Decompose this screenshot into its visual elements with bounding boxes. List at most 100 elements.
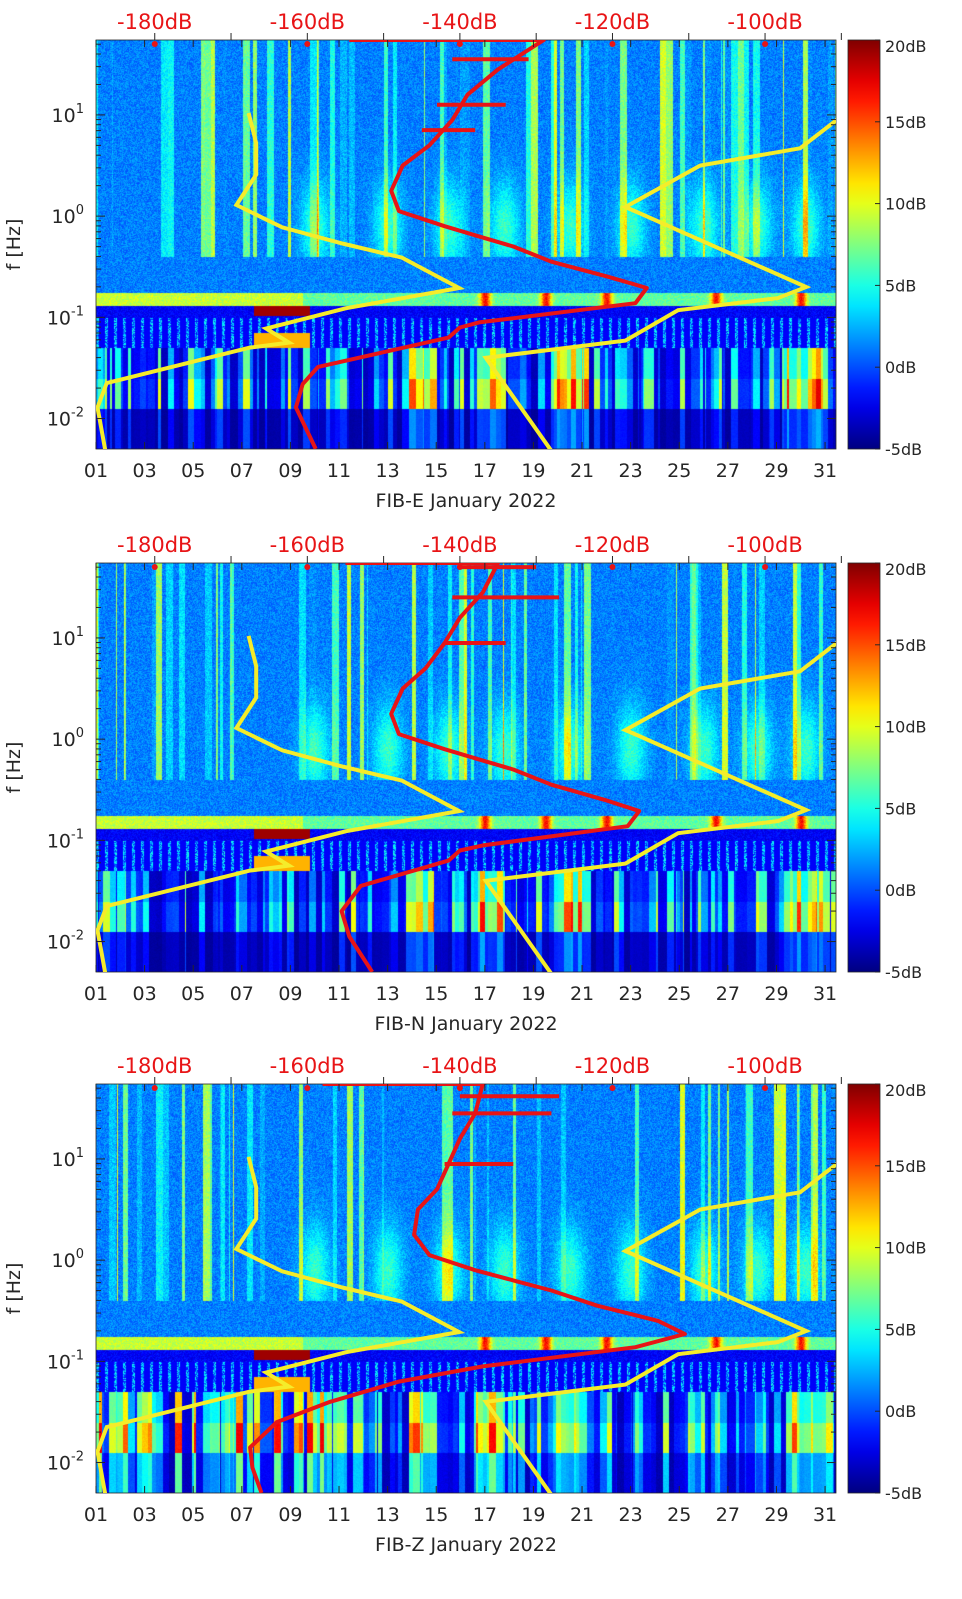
colorbar-tick-label: -5dB	[885, 1484, 922, 1503]
y-tick-label: 10-1	[47, 304, 84, 329]
x-tick-label: 25	[667, 460, 691, 482]
x-tick-label: 11	[327, 983, 351, 1005]
y-tick-base: 10	[52, 628, 76, 650]
top-tick-marker	[304, 564, 311, 570]
x-tick-label: 03	[133, 983, 157, 1005]
colorbar-tick-label: 5dB	[885, 799, 916, 818]
top-tick-marker	[609, 564, 616, 570]
y-tick-label: 101	[52, 625, 84, 650]
y-tick-label: 10-1	[47, 1348, 84, 1373]
plot-frame	[95, 1083, 837, 1494]
x-tick-label: 23	[619, 460, 643, 482]
y-tick-exponent: -1	[71, 304, 84, 319]
curve-nhnm	[482, 1162, 836, 1493]
top-tick-label: -100dB	[727, 533, 802, 557]
colorbar-tick-label: -5dB	[885, 963, 922, 982]
top-tick-label: -180dB	[117, 10, 192, 34]
x-tick-label: 21	[570, 983, 594, 1005]
y-tick-exponent: -1	[71, 1348, 84, 1363]
top-tick-label: -160dB	[270, 1054, 345, 1078]
curve-median	[248, 1084, 687, 1493]
panel-title: FIB-Z January 2022	[375, 1534, 557, 1556]
x-tick-label: 19	[521, 460, 545, 482]
y-tick-exponent: -2	[71, 929, 84, 944]
x-tick-label: 09	[278, 460, 302, 482]
top-tick-marker	[456, 1085, 463, 1091]
x-tick-label: 17	[473, 460, 497, 482]
colorbar	[847, 39, 881, 450]
plot-frame	[95, 39, 837, 450]
x-tick-label: 23	[619, 983, 643, 1005]
curve-nlnm	[96, 1156, 466, 1493]
y-tick-base: 10	[47, 830, 71, 852]
y-tick-label: 100	[52, 726, 84, 751]
colorbar	[847, 562, 881, 973]
y-tick-label: 101	[52, 102, 84, 127]
x-tick-label: 21	[570, 1504, 594, 1526]
y-tick-base: 10	[52, 206, 76, 228]
top-tick-marker	[609, 41, 616, 47]
x-tick-label: 05	[181, 1504, 205, 1526]
panel-title: FIB-N January 2022	[374, 1013, 557, 1035]
colorbar-tick-label: 10dB	[885, 195, 927, 214]
y-tick-base: 10	[47, 307, 71, 329]
x-tick-label: 07	[230, 1504, 254, 1526]
top-tick-label: -160dB	[270, 533, 345, 557]
x-tick-label: 31	[813, 1504, 837, 1526]
x-tick-label: 27	[716, 983, 740, 1005]
top-tick-marker	[762, 41, 769, 47]
x-tick-label: 17	[473, 1504, 497, 1526]
colorbar-tick-label: 0dB	[885, 358, 916, 377]
x-tick-label: 11	[327, 1504, 351, 1526]
colorbar-tick-label: 20dB	[885, 560, 927, 579]
top-tick-label: -120dB	[575, 10, 650, 34]
x-tick-label: 19	[521, 1504, 545, 1526]
top-tick-marker	[151, 41, 158, 47]
y-tick-exponent: 1	[76, 102, 84, 117]
top-tick-label: -100dB	[727, 1054, 802, 1078]
panel-fib-z: -180dB -160dB -140dB -120dB -100dB 01 03 05 07 09…	[0, 1044, 962, 1567]
x-tick-label: 21	[570, 460, 594, 482]
x-tick-label: 19	[521, 983, 545, 1005]
colorbar-tick-label: 15dB	[885, 636, 927, 655]
panel-title: FIB-E January 2022	[376, 490, 557, 512]
colorbar-tick-label: 0dB	[885, 881, 916, 900]
x-tick-label: 15	[424, 1504, 448, 1526]
y-tick-base: 10	[52, 105, 76, 127]
top-tick-label: -180dB	[117, 533, 192, 557]
top-tick-label: -180dB	[117, 1054, 192, 1078]
x-tick-label: 05	[181, 460, 205, 482]
x-tick-label: 11	[327, 460, 351, 482]
y-tick-label: 101	[52, 1146, 84, 1171]
y-tick-base: 10	[52, 1149, 76, 1171]
x-tick-label: 13	[376, 460, 400, 482]
y-tick-base: 10	[47, 1453, 71, 1475]
x-tick-label: 15	[424, 983, 448, 1005]
y-tick-label: 10-2	[47, 406, 84, 431]
top-tick-label: -120dB	[575, 533, 650, 557]
top-tick-marker	[762, 1085, 769, 1091]
x-tick-label: 09	[278, 1504, 302, 1526]
y-tick-base: 10	[47, 409, 71, 431]
x-tick-label: 13	[376, 1504, 400, 1526]
plot-frame	[95, 562, 837, 973]
y-tick-exponent: -2	[71, 1450, 84, 1465]
x-tick-label: 27	[716, 1504, 740, 1526]
x-tick-label: 05	[181, 983, 205, 1005]
x-tick-label: 09	[278, 983, 302, 1005]
colorbar	[847, 1083, 881, 1494]
colorbar-tick-label: 15dB	[885, 113, 927, 132]
top-tick-label: -100dB	[727, 10, 802, 34]
y-tick-exponent: 1	[76, 625, 84, 640]
y-tick-exponent: 0	[76, 203, 84, 218]
top-tick-label: -120dB	[575, 1054, 650, 1078]
y-tick-exponent: 1	[76, 1146, 84, 1161]
x-tick-label: 03	[133, 460, 157, 482]
x-tick-label: 01	[84, 460, 108, 482]
y-tick-base: 10	[47, 1351, 71, 1373]
colorbar-tick-label: -5dB	[885, 440, 922, 459]
top-tick-marker	[456, 564, 463, 570]
top-tick-marker	[304, 1085, 311, 1091]
y-tick-base: 10	[47, 932, 71, 954]
